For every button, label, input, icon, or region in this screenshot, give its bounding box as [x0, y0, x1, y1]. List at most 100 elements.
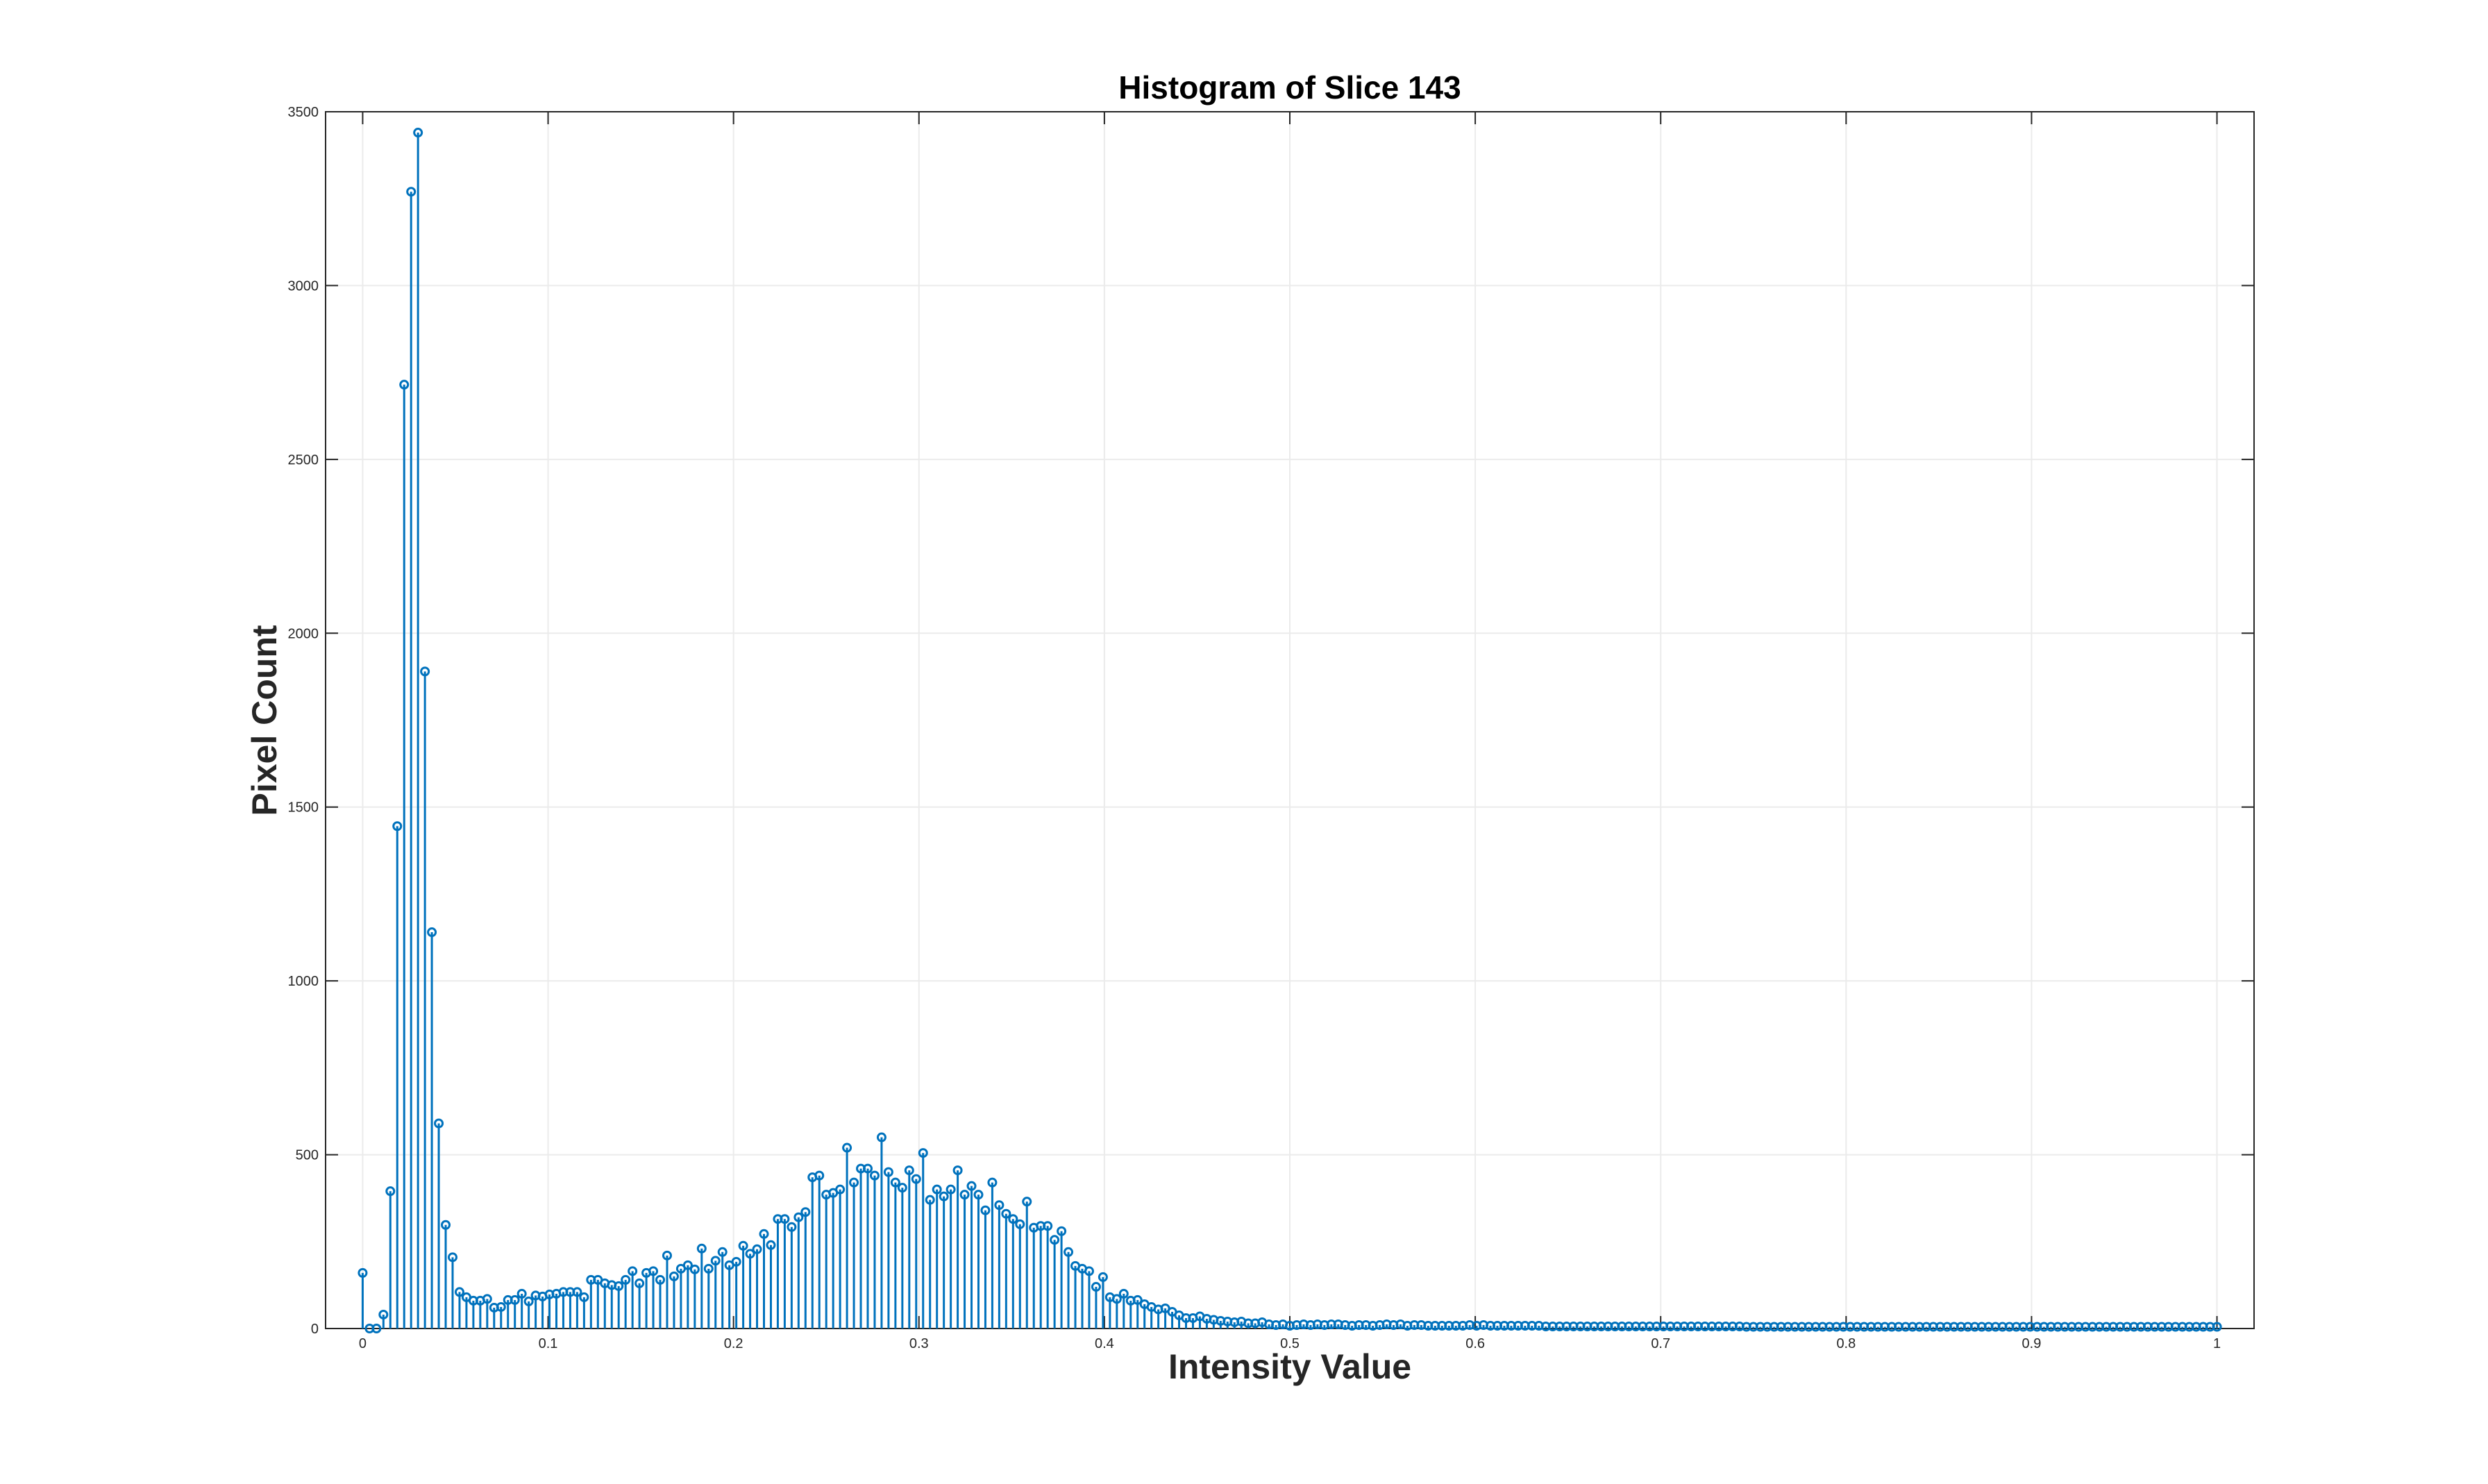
stem-marker: [523, 1296, 534, 1306]
y-tick-label: 2000: [288, 626, 319, 641]
stem-marker: [814, 1170, 825, 1181]
stem-marker: [454, 1287, 464, 1297]
stem-marker: [1118, 1288, 1129, 1299]
stem-marker: [482, 1294, 492, 1304]
stem-marker: [648, 1266, 659, 1276]
stem-marker: [371, 1324, 382, 1333]
stem-marker: [710, 1256, 721, 1266]
x-tick-label: 0: [359, 1336, 367, 1351]
stem-marker: [1111, 1294, 1122, 1304]
stem-marker: [358, 1267, 368, 1278]
stem-marker: [966, 1181, 977, 1191]
stem-marker: [572, 1287, 582, 1297]
stem-marker: [1098, 1272, 1108, 1282]
x-tick-label: 0.5: [1280, 1336, 1300, 1351]
x-tick-label: 0.6: [1465, 1336, 1485, 1351]
x-tick-label: 1: [2213, 1336, 2221, 1351]
stem-marker: [759, 1229, 769, 1239]
stem-marker: [669, 1271, 679, 1281]
stem-marker: [911, 1174, 921, 1184]
stem-marker: [752, 1244, 762, 1254]
y-axis-label: Pixel Count: [245, 625, 284, 816]
y-tick-label: 2500: [288, 453, 319, 468]
y-tick-label: 500: [296, 1148, 319, 1163]
x-tick-label: 0.7: [1651, 1336, 1670, 1351]
stem-marker: [510, 1295, 520, 1305]
x-tick-label: 0.9: [2022, 1336, 2042, 1351]
stem-marker: [2212, 1322, 2222, 1332]
stem-marker: [1064, 1247, 1074, 1257]
stem-marker: [1057, 1226, 1067, 1236]
stem-marker: [579, 1292, 589, 1302]
tick-labels: 0 0.1 0.2 0.3 0.4 0.5 0.6 0.7 0.8 0.9 1 0 500 1000 150…: [288, 105, 2221, 1351]
stem-marker: [696, 1243, 707, 1254]
x-axis-label: Intensity Value: [1168, 1347, 1411, 1386]
stem-marker: [703, 1263, 714, 1274]
stem-marker: [863, 1163, 873, 1174]
stem-marker: [1050, 1235, 1060, 1245]
stem-marker: [662, 1250, 672, 1260]
stem-marker: [1132, 1295, 1143, 1305]
stem-marker: [1043, 1221, 1053, 1231]
stem-marker: [378, 1309, 389, 1319]
stem-marker: [385, 1186, 396, 1197]
stem-marker: [738, 1240, 748, 1251]
stem-marker: [614, 1281, 624, 1291]
stem-marker: [918, 1148, 928, 1158]
stem-marker: [413, 128, 423, 138]
stem-marker: [987, 1177, 998, 1188]
stem-marker: [447, 1252, 457, 1263]
stem-marker: [1001, 1208, 1011, 1219]
stem-marker: [780, 1214, 790, 1224]
stem-marker: [406, 187, 417, 197]
stem-marker: [441, 1220, 451, 1230]
stem-marker: [1008, 1214, 1018, 1224]
stem-series: [358, 128, 2222, 1333]
stem-marker: [745, 1249, 755, 1259]
stem-marker: [842, 1142, 852, 1153]
stem-marker: [835, 1184, 846, 1195]
stem-marker: [973, 1190, 984, 1200]
stem-marker: [1015, 1219, 1025, 1229]
stem-marker: [766, 1240, 776, 1250]
y-tick-label: 3000: [288, 278, 319, 294]
stem-marker: [849, 1177, 859, 1188]
stem-marker: [876, 1132, 886, 1142]
x-tick-label: 0.1: [539, 1336, 558, 1351]
stem-marker: [1022, 1197, 1032, 1207]
stem-marker: [897, 1183, 907, 1193]
stem-marker: [434, 1118, 444, 1129]
y-tick-label: 1500: [288, 800, 319, 816]
stem-marker: [689, 1264, 700, 1274]
x-tick-label: 0.4: [1095, 1336, 1114, 1351]
x-tick-label: 0.3: [909, 1336, 929, 1351]
y-tick-label: 3500: [288, 105, 319, 120]
stem-marker: [420, 666, 430, 677]
stem-marker: [427, 927, 437, 938]
stem-marker: [994, 1200, 1005, 1211]
stem-marker: [939, 1191, 949, 1201]
stem-marker: [399, 380, 410, 390]
stem-marker: [890, 1177, 900, 1188]
stem-marker: [800, 1207, 811, 1217]
stem-marker: [655, 1274, 666, 1285]
stem-marker: [634, 1278, 645, 1288]
stem-marker: [869, 1170, 880, 1181]
stem-marker: [717, 1247, 728, 1257]
stem-marker: [1091, 1281, 1101, 1292]
stem-marker: [516, 1288, 527, 1299]
stem-marker: [904, 1165, 914, 1176]
stem-marker: [959, 1190, 970, 1200]
stem-marker: [952, 1165, 963, 1176]
stem-marker: [793, 1212, 804, 1222]
chart-title: Histogram of Slice 143: [1118, 69, 1461, 106]
y-tick-label: 0: [311, 1322, 319, 1337]
stem-marker: [932, 1184, 942, 1195]
stem-marker: [883, 1167, 893, 1177]
stem-marker: [925, 1195, 935, 1205]
stem-marker: [945, 1184, 956, 1195]
stem-marker: [731, 1256, 741, 1267]
stem-marker: [787, 1222, 797, 1232]
